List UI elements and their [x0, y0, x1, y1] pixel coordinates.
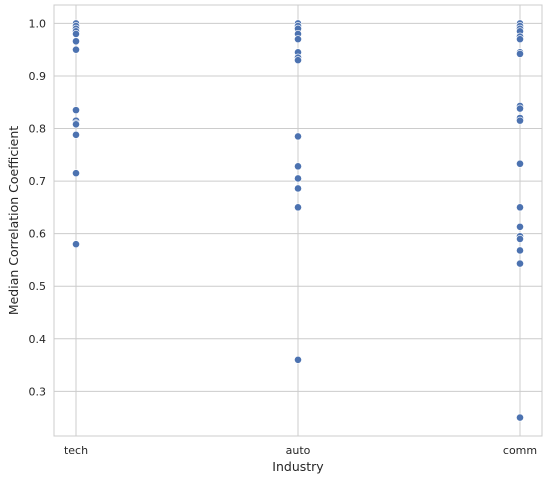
- y-tick-label: 0.7: [29, 175, 47, 188]
- plot-frame: [53, 4, 543, 437]
- grid-layer: [54, 5, 542, 436]
- y-tick-label: 0.8: [29, 123, 47, 136]
- data-point: [294, 203, 302, 212]
- data-point: [72, 37, 80, 46]
- y-tick-label: 1.0: [29, 17, 47, 30]
- data-point: [72, 130, 80, 139]
- data-point: [294, 162, 302, 171]
- data-point: [516, 49, 524, 58]
- y-tick-label: 0.5: [29, 280, 47, 293]
- x-tick-label: auto: [286, 444, 311, 457]
- x-tick-labels: tech auto comm: [64, 444, 537, 457]
- y-tick-label: 0.6: [29, 228, 47, 241]
- data-point: [72, 106, 80, 115]
- y-tick-labels: 0.3 0.4 0.5 0.6 0.7 0.8 0.9 1.0: [29, 17, 47, 398]
- x-tick-label: comm: [503, 444, 537, 457]
- data-point: [72, 30, 80, 38]
- y-axis-label: Median Correlation Coefficient: [6, 126, 21, 315]
- data-points: [72, 19, 524, 422]
- data-point: [72, 120, 80, 129]
- data-point: [294, 184, 302, 193]
- y-tick-label: 0.9: [29, 70, 47, 83]
- y-tick-label: 0.3: [29, 385, 47, 398]
- data-point: [516, 259, 524, 268]
- data-point: [516, 203, 524, 212]
- data-point: [516, 104, 524, 113]
- x-axis-label: Industry: [272, 459, 324, 474]
- data-point: [294, 355, 302, 364]
- x-tick-label: tech: [64, 444, 88, 457]
- data-point: [516, 246, 524, 255]
- data-point: [72, 169, 80, 178]
- y-tick-label: 0.4: [29, 333, 47, 346]
- data-point: [516, 159, 524, 168]
- data-point: [294, 132, 302, 141]
- data-point: [72, 240, 80, 249]
- data-point: [294, 35, 302, 44]
- data-point: [294, 174, 302, 183]
- data-point: [72, 45, 80, 54]
- data-point: [516, 35, 524, 44]
- data-point: [516, 116, 524, 125]
- data-point: [516, 234, 524, 243]
- data-point: [294, 56, 302, 65]
- data-point: [516, 222, 524, 231]
- data-point: [516, 413, 524, 422]
